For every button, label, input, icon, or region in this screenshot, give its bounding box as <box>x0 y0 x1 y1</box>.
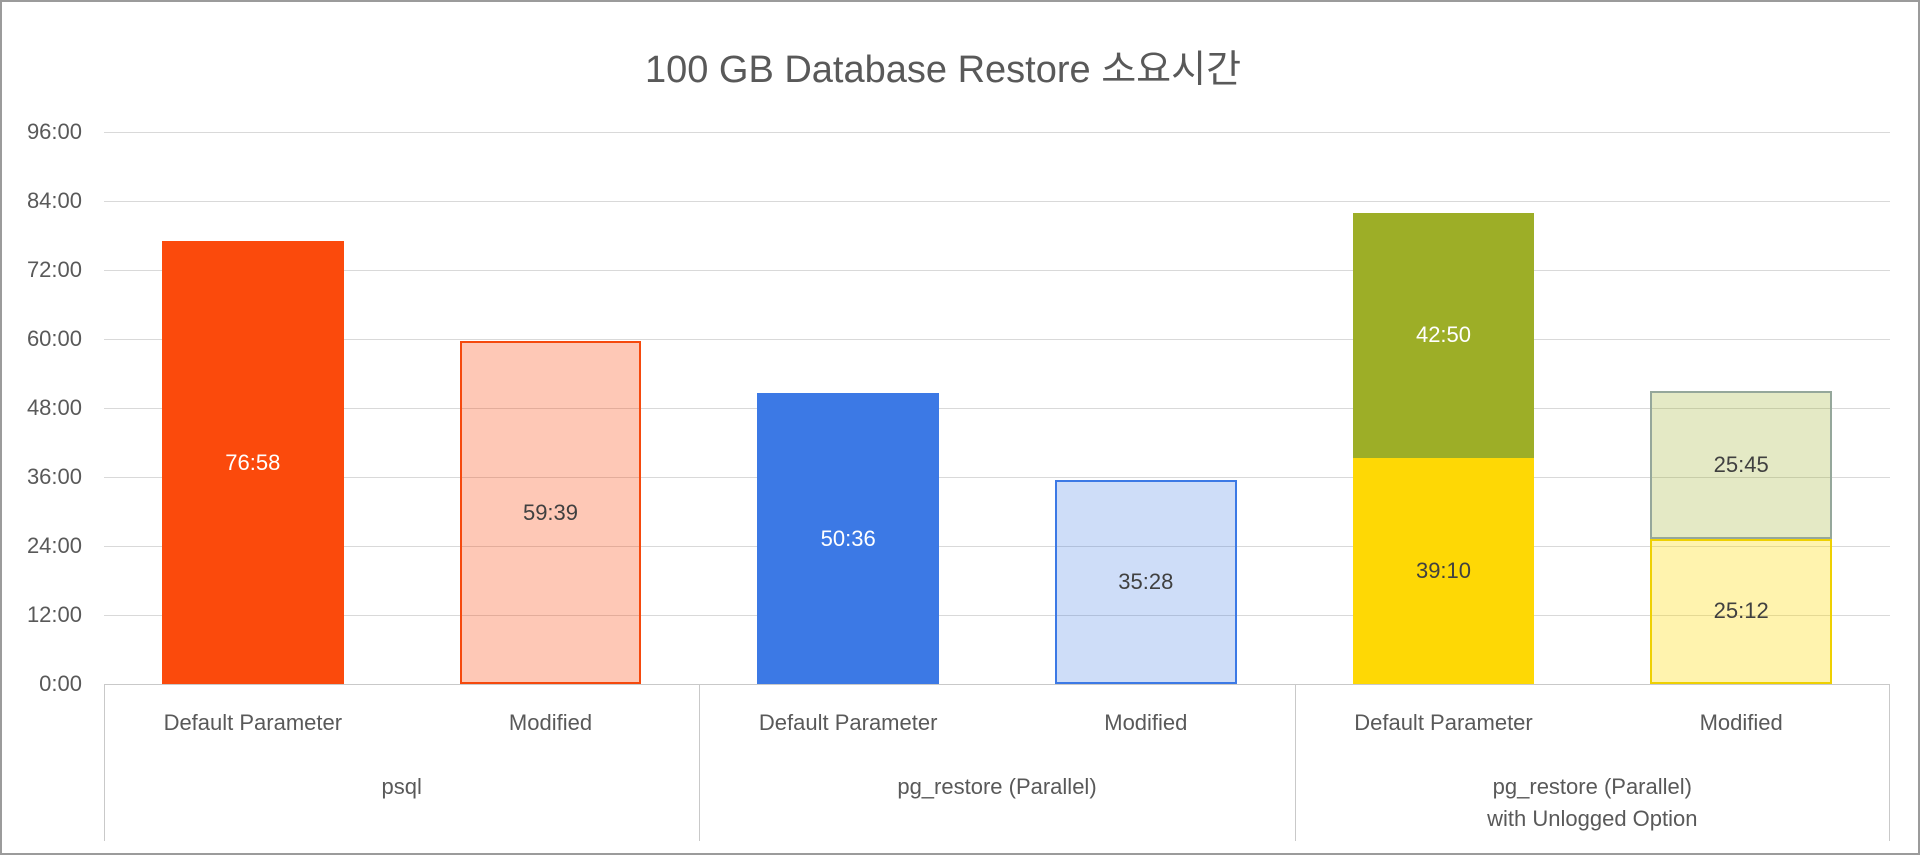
group-label: pg_restore (Parallel) with Unlogged Optio… <box>1295 771 1890 835</box>
category-label: Default Parameter <box>163 710 343 735</box>
bar-segment: 25:12 <box>1650 538 1832 684</box>
bar-segment: 50:36 <box>757 393 939 684</box>
gridline <box>104 201 1890 202</box>
y-tick-label: 60:00 <box>26 326 82 351</box>
y-tick-label: 72:00 <box>26 257 82 282</box>
bar-value-label: 35:28 <box>1118 569 1174 595</box>
bar: 76:58 <box>162 241 344 684</box>
bar-segment: 42:50 <box>1352 212 1535 458</box>
y-axis: 96:00 84:00 72:00 60:00 48:00 36:00 24:00 12:00… <box>2 119 82 696</box>
y-tick-label: 96:00 <box>26 119 82 144</box>
bar: 39:10 42:50 <box>1352 212 1535 684</box>
gridline <box>104 477 1890 478</box>
gridline <box>104 270 1890 271</box>
category-label: Default Parameter <box>1354 710 1533 735</box>
gridline <box>104 408 1890 409</box>
group-label: psql <box>104 771 699 803</box>
y-tick-label: 12:00 <box>26 602 82 627</box>
bar-segment: 59:39 <box>459 341 642 684</box>
bar-value-label: 76:58 <box>225 449 281 475</box>
bar-value-label: 50:36 <box>820 525 876 551</box>
group-separator <box>699 685 701 841</box>
y-tick-label: 0:00 <box>39 671 82 696</box>
group-separator <box>1294 685 1296 841</box>
group-label-line: with Unlogged Option <box>1487 806 1698 831</box>
bar-value-label: 25:45 <box>1713 451 1769 477</box>
bar: 50:36 <box>757 393 939 684</box>
gridline <box>104 615 1890 616</box>
x-axis: Default Parameter Modified psql Default Par… <box>104 684 1890 842</box>
category-label: Modified <box>1104 710 1188 735</box>
group-label-line: pg_restore (Parallel) <box>897 774 1097 799</box>
category-label: Modified <box>508 710 593 735</box>
bar-segment: 35:28 <box>1055 480 1237 684</box>
bar-value-label: 25:12 <box>1713 598 1769 624</box>
bar-segment: 25:45 <box>1650 391 1832 539</box>
gridline <box>104 546 1890 547</box>
group-separator <box>104 685 105 841</box>
bar-value-label: 39:10 <box>1415 557 1472 583</box>
group-label: pg_restore (Parallel) <box>699 771 1294 803</box>
gridline <box>104 339 1890 340</box>
chart-title: 100 GB Database Restore 소요시간 <box>644 49 1242 91</box>
y-tick-label: 84:00 <box>26 188 82 213</box>
group-separator <box>1889 685 1890 841</box>
bar: 25:12 25:45 <box>1650 391 1832 684</box>
group-label-line: psql <box>381 774 422 799</box>
y-tick-label: 48:00 <box>26 395 82 420</box>
bar-segment: 76:58 <box>162 241 344 684</box>
bar-segment: 39:10 <box>1352 457 1535 684</box>
gridline <box>104 132 1890 133</box>
plot-area: 76:58 59:39 50:36 35:28 39:10 42:50 25:12 25:45 <box>104 132 1890 684</box>
category-label: Default Parameter <box>758 710 938 735</box>
bar-value-label: 42:50 <box>1415 322 1472 348</box>
category-label: Modified <box>1699 710 1783 735</box>
bar: 59:39 <box>459 341 642 684</box>
bar-value-label: 59:39 <box>522 499 579 525</box>
y-tick-label: 36:00 <box>26 464 82 489</box>
group-label-line: pg_restore (Parallel) <box>1492 774 1692 799</box>
y-tick-label: 24:00 <box>26 533 82 558</box>
bar: 35:28 <box>1055 480 1237 684</box>
